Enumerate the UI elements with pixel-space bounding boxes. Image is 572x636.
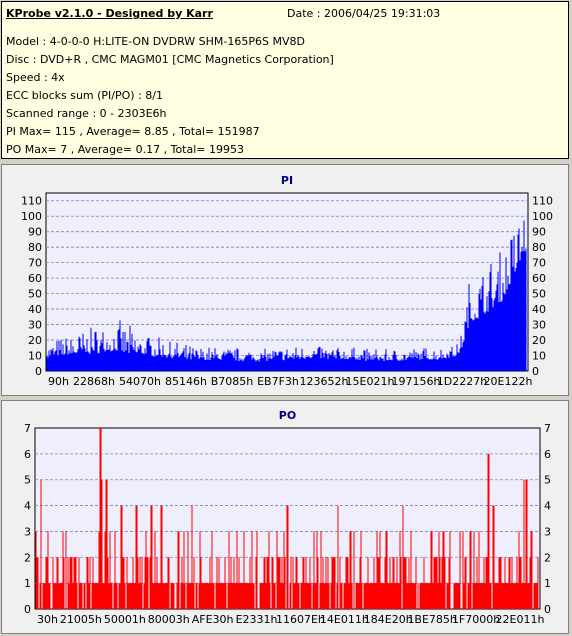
x-tick-label: 22868h xyxy=(73,375,115,388)
y-tick-label: 70 xyxy=(28,257,42,270)
y-tick-label-right: 30 xyxy=(532,319,546,332)
y-tick-label-right: 110 xyxy=(532,195,553,208)
x-tick-label: 90h xyxy=(48,375,69,388)
y-tick-label: 30 xyxy=(28,319,42,332)
y-tick-label: 0 xyxy=(24,603,31,616)
scan-date: Date : 2006/04/25 19:31:03 xyxy=(287,7,441,20)
plot-area xyxy=(45,192,529,372)
y-tick-label: 100 xyxy=(21,210,42,223)
x-tick-label: 80003h xyxy=(148,613,190,626)
app-title: KProbe v2.1.0 - Designed by Karr xyxy=(6,7,213,20)
y-tick-label-right: 3 xyxy=(544,525,551,538)
x-tick-label: E2331h xyxy=(236,613,278,626)
y-tick-label-right: 1 xyxy=(544,577,551,590)
y-tick-label: 0 xyxy=(35,365,42,378)
y-tick-label: 40 xyxy=(28,303,42,316)
x-tick-label: 30h xyxy=(37,613,58,626)
y-tick-label: 10 xyxy=(28,350,42,363)
y-tick-label: 80 xyxy=(28,241,42,254)
x-tick-label: 197156h xyxy=(392,375,441,388)
x-tick-label: 14E011h xyxy=(320,613,369,626)
y-tick-label-right: 5 xyxy=(544,474,551,487)
info-box: KProbe v2.1.0 - Designed by Karr Date : … xyxy=(1,1,569,159)
y-tick-label: 1 xyxy=(24,577,31,590)
y-tick-label-right: 80 xyxy=(532,241,546,254)
x-tick-label: 21005h xyxy=(60,613,102,626)
y-tick-label: 4 xyxy=(24,500,31,513)
chart-title: PI xyxy=(281,174,293,187)
y-tick-label-right: 90 xyxy=(532,226,546,239)
y-tick-label: 50 xyxy=(28,288,42,301)
ecc-line: ECC blocks sum (PI/PO) : 8/1 xyxy=(6,89,163,102)
pi-chart: PI 0 0 10 10 20 20 30 30 40 40 50 50 60 60 70 70 80 80 90 90… xyxy=(21,174,553,388)
chart-title: PO xyxy=(279,409,296,422)
y-tick-label: 60 xyxy=(28,272,42,285)
y-tick-label-right: 60 xyxy=(532,272,546,285)
x-tick-label: 184E20h xyxy=(364,613,413,626)
po-summary-line: PO Max= 7 , Average= 0.17 , Total= 19953 xyxy=(6,143,244,156)
y-tick-label: 3 xyxy=(24,525,31,538)
y-tick-label-right: 40 xyxy=(532,303,546,316)
y-tick-label-right: 4 xyxy=(544,500,551,513)
x-tick-label: 123652h xyxy=(300,375,349,388)
y-tick-label-right: 50 xyxy=(532,288,546,301)
x-tick-label: 1F7000h xyxy=(452,613,500,626)
y-tick-label: 6 xyxy=(24,448,31,461)
y-tick-label: 20 xyxy=(28,334,42,347)
x-tick-label: 54070h xyxy=(119,375,161,388)
data-series xyxy=(46,220,527,371)
x-tick-label: 50001h xyxy=(104,613,146,626)
po-chart: PO 0 0 1 1 2 2 3 3 4 4 5 5 6 6 7 7 30h 21005h 50001h 80003h A… xyxy=(24,409,551,626)
y-tick-label: 2 xyxy=(24,551,31,564)
x-tick-label: AFE30h xyxy=(192,613,234,626)
y-tick-label-right: 6 xyxy=(544,448,551,461)
x-tick-label: 20E122h xyxy=(484,375,533,388)
y-tick-label: 110 xyxy=(21,195,42,208)
x-tick-label: 85146h xyxy=(165,375,207,388)
po-chart-panel: PO 0 0 1 1 2 2 3 3 4 4 5 5 6 6 7 7 30h 21005h 50001h 80003h A… xyxy=(1,400,569,634)
x-tick-label: B7085h xyxy=(211,375,254,388)
x-tick-label: 22E011h xyxy=(496,613,545,626)
x-tick-label: 15E021h xyxy=(346,375,395,388)
y-tick-label: 90 xyxy=(28,226,42,239)
pi-summary-line: PI Max= 115 , Average= 8.85 , Total= 151… xyxy=(6,125,260,138)
x-tick-label: 1D2227h xyxy=(437,375,487,388)
pi-chart-panel: PI 0 0 10 10 20 20 30 30 40 40 50 50 60 60 70 70 80 80 90 90… xyxy=(1,164,569,396)
y-tick-label-right: 10 xyxy=(532,350,546,363)
y-tick-label-right: 100 xyxy=(532,210,553,223)
y-tick-label-right: 7 xyxy=(544,422,551,435)
y-tick-label-right: 20 xyxy=(532,334,546,347)
x-tick-label: 1BE785h xyxy=(407,613,456,626)
y-tick-label-right: 0 xyxy=(532,365,539,378)
y-tick-label: 5 xyxy=(24,474,31,487)
data-series xyxy=(35,428,539,609)
speed-line: Speed : 4x xyxy=(6,71,65,84)
y-tick-label-right: 2 xyxy=(544,551,551,564)
disc-line: Disc : DVD+R , CMC MAGM01 [CMC Magnetics… xyxy=(6,53,334,66)
x-tick-label: EB7F3h xyxy=(257,375,299,388)
y-tick-label: 7 xyxy=(24,422,31,435)
model-line: Model : 4-0-0-0 H:LITE-ON DVDRW SHM-165P… xyxy=(6,35,305,48)
y-tick-label-right: 70 xyxy=(532,257,546,270)
range-line: Scanned range : 0 - 2303E6h xyxy=(6,107,167,120)
x-tick-label: 11607Eh xyxy=(276,613,325,626)
y-tick-label-right: 0 xyxy=(544,603,551,616)
